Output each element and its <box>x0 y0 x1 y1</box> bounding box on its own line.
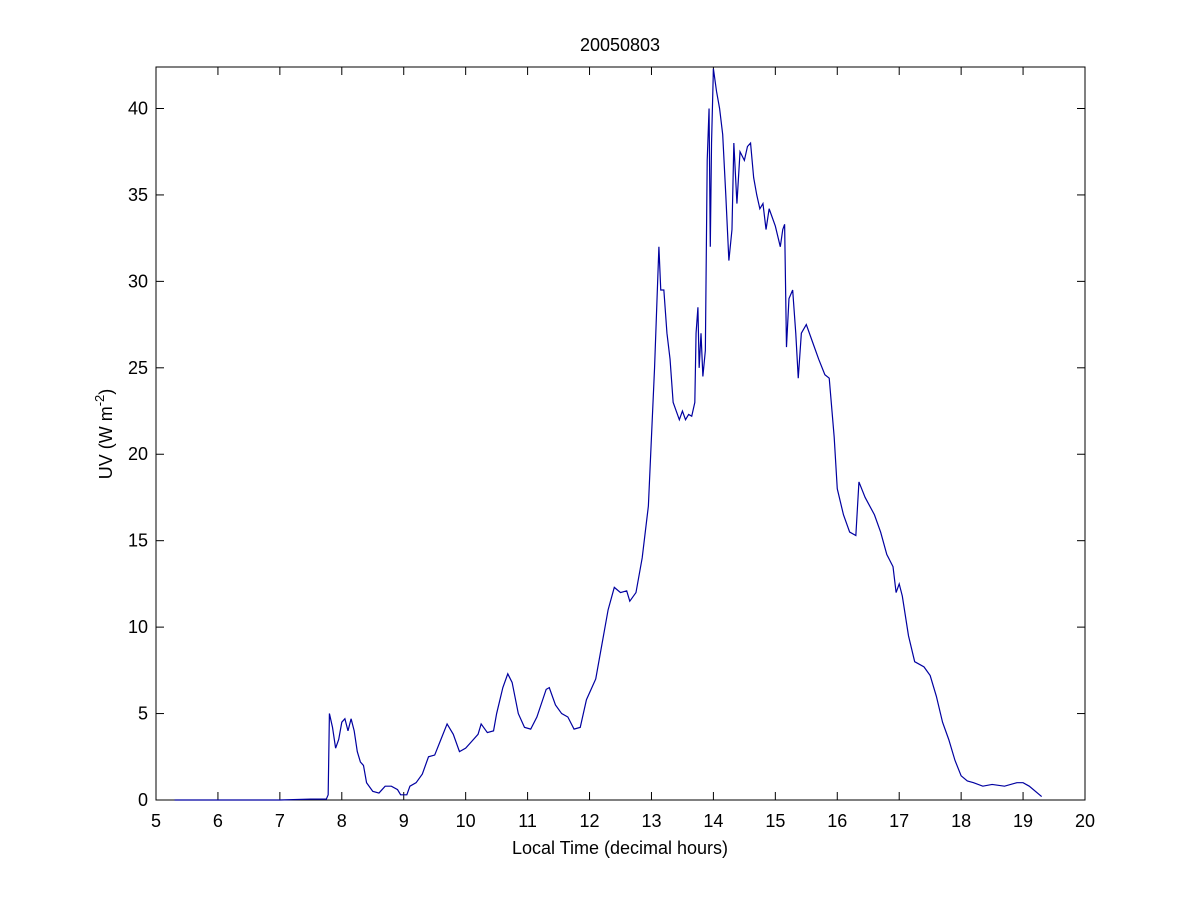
y-axis-label: UV (W m-2) <box>92 389 116 480</box>
x-tick-label: 19 <box>1013 811 1033 831</box>
y-axis-label-end: ) <box>96 389 116 395</box>
y-tick-label: 0 <box>138 790 148 810</box>
y-tick-label: 15 <box>128 531 148 551</box>
y-axis-label-text: UV (W m <box>96 406 116 479</box>
x-tick-label: 14 <box>703 811 723 831</box>
y-tick-label: 20 <box>128 444 148 464</box>
x-tick-label: 17 <box>889 811 909 831</box>
x-tick-label: 10 <box>456 811 476 831</box>
y-tick-label: 35 <box>128 185 148 205</box>
y-tick-label: 40 <box>128 98 148 118</box>
x-tick-label: 12 <box>580 811 600 831</box>
x-tick-label: 11 <box>518 811 537 831</box>
chart-title: 20050803 <box>580 35 660 55</box>
x-tick-label: 15 <box>765 811 785 831</box>
x-tick-label: 9 <box>399 811 409 831</box>
x-tick-label: 7 <box>275 811 285 831</box>
x-tick-label: 13 <box>641 811 661 831</box>
y-tick-label: 30 <box>128 271 148 291</box>
y-tick-label: 5 <box>138 704 148 724</box>
x-tick-label: 16 <box>827 811 847 831</box>
plot-frame <box>155 66 1086 801</box>
data-line <box>174 68 1043 801</box>
x-axis-label: Local Time (decimal hours) <box>512 838 728 858</box>
y-tick-label: 25 <box>128 358 148 378</box>
y-tick-label: 10 <box>128 617 148 637</box>
x-tick-label: 8 <box>337 811 347 831</box>
x-tick-label: 20 <box>1075 811 1095 831</box>
x-tick-label: 18 <box>951 811 971 831</box>
y-axis-label-sup: -2 <box>92 395 107 407</box>
x-tick-label: 6 <box>213 811 223 831</box>
x-tick-label: 5 <box>151 811 161 831</box>
